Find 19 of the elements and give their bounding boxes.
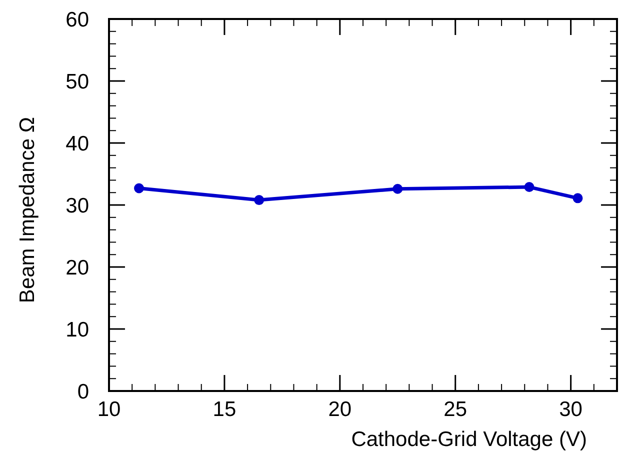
x-tick-label: 15 [212,398,236,421]
y-tick-label: 40 [66,132,89,156]
x-tick-label: 20 [328,398,352,421]
y-tick-label: 30 [66,194,89,218]
x-axis-title: Cathode-Grid Voltage (V) [351,428,587,451]
point [392,184,403,194]
x-tick-label: 25 [444,398,468,421]
y-tick-label: 20 [66,256,89,280]
point [134,183,144,194]
point [254,195,264,206]
x-tick-label: 30 [559,398,582,421]
y-tick-label: 50 [66,70,89,94]
y-tick-label: 0 [77,380,89,404]
y-axis-title: Beam Impedance Ω [16,116,39,304]
y-tick-label: 10 [66,318,89,342]
x-tick-label: 10 [97,398,121,421]
y-tick-label: 60 [66,8,89,32]
point [524,182,534,192]
point [572,193,583,204]
